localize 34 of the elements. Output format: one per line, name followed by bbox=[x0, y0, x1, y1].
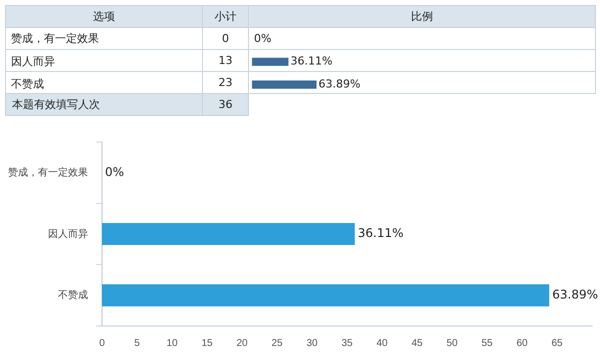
data-label: 0% bbox=[254, 32, 272, 45]
data-label: 63.89% bbox=[552, 287, 598, 302]
x-tick-label: 55 bbox=[481, 338, 493, 349]
data-label: 0% bbox=[105, 164, 124, 179]
text: 0 bbox=[202, 28, 248, 50]
x-tick-label: 65 bbox=[551, 338, 563, 349]
x-tick-label: 5 bbox=[134, 338, 140, 349]
x-tick-label: 50 bbox=[446, 338, 458, 349]
text: 本题有效填写人次 bbox=[6, 94, 202, 116]
y-tick-label: 因人而异 bbox=[48, 228, 88, 240]
x-tick-label: 60 bbox=[516, 338, 528, 349]
text: 比例 bbox=[248, 6, 596, 28]
text: 选项 bbox=[6, 6, 202, 28]
text: 23 bbox=[202, 72, 248, 94]
y-tick-label: 赞成，有一定效果 bbox=[8, 166, 88, 178]
y-tick-label: 不赞成 bbox=[11, 78, 44, 91]
x-tick-label: 10 bbox=[166, 338, 178, 349]
text: 小计 bbox=[202, 6, 248, 28]
x-tick-label: 45 bbox=[411, 338, 423, 349]
data-label: 36.11% bbox=[358, 226, 404, 240]
y-tick-label: 不赞成 bbox=[58, 289, 88, 302]
y-tick-label: 赞成，有一定效果 bbox=[11, 32, 99, 46]
x-tick-label: 40 bbox=[376, 338, 388, 349]
x-tick-label: 20 bbox=[236, 338, 248, 349]
text: 36 bbox=[202, 94, 248, 116]
x-tick-label: 25 bbox=[271, 338, 283, 349]
x-tick-label: 35 bbox=[341, 338, 353, 349]
y-tick-label: 因人而异 bbox=[11, 56, 55, 68]
data-label: 36.11% bbox=[290, 54, 332, 68]
data-label: 63.89% bbox=[318, 77, 360, 90]
x-tick-label: 30 bbox=[306, 338, 318, 349]
x-tick-label: 0 bbox=[99, 338, 106, 349]
x-tick-label: 15 bbox=[201, 338, 213, 349]
text: 13 bbox=[202, 50, 248, 72]
